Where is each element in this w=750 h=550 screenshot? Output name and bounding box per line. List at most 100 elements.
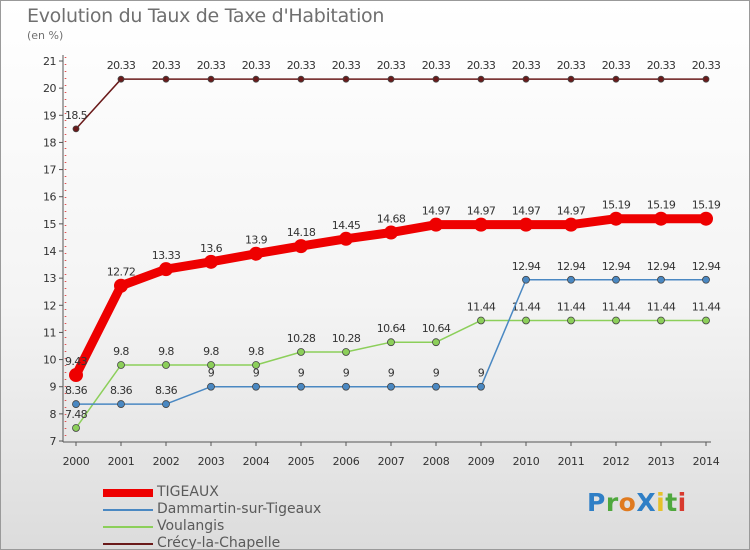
- y-tick-label: 9: [50, 381, 57, 394]
- y-tick-label: 15: [43, 218, 56, 231]
- data-label-voulangis: 10.28: [332, 332, 361, 345]
- data-point-dammartin-sur-tigeaux: [702, 275, 710, 284]
- data-label-dammartin-sur-tigeaux: 12.94: [557, 260, 586, 273]
- data-point-voulangis: [117, 361, 125, 369]
- x-tick-label: 2008: [423, 455, 450, 468]
- data-point-cr-cy-la-chapelle: [297, 75, 305, 83]
- series-line-cr-cy-la-chapelle: [75, 78, 707, 130]
- y-tick-label: 11: [43, 326, 56, 339]
- data-label-tigeaux: 15.19: [692, 199, 721, 212]
- data-label-dammartin-sur-tigeaux: 9: [388, 367, 395, 380]
- data-point-voulangis: [207, 361, 215, 369]
- y-tick-label: 19: [43, 109, 56, 122]
- data-label-voulangis: 11.44: [602, 300, 631, 313]
- data-point-cr-cy-la-chapelle: [657, 75, 665, 83]
- x-tick-label: 2006: [333, 455, 360, 468]
- data-point-cr-cy-la-chapelle: [342, 75, 350, 83]
- logo-letter: X: [636, 488, 657, 517]
- data-point-cr-cy-la-chapelle: [702, 75, 710, 83]
- chart-title: Evolution du Taux de Taxe d'Habitation: [27, 5, 385, 27]
- data-point-cr-cy-la-chapelle: [522, 75, 530, 83]
- data-label-cr-cy-la-chapelle: 20.33: [422, 59, 451, 72]
- data-label-voulangis: 10.28: [287, 332, 316, 345]
- legend-label: TIGEAUX: [157, 484, 219, 500]
- data-point-voulangis: [657, 316, 665, 325]
- data-point-voulangis: [162, 361, 170, 369]
- data-label-dammartin-sur-tigeaux: 8.36: [110, 384, 133, 397]
- data-point-tigeaux: [294, 239, 308, 254]
- data-label-dammartin-sur-tigeaux: 9: [298, 367, 305, 380]
- data-label-dammartin-sur-tigeaux: 12.94: [692, 260, 721, 273]
- data-point-cr-cy-la-chapelle: [387, 75, 395, 83]
- data-label-cr-cy-la-chapelle: 18.5: [65, 109, 88, 122]
- data-point-dammartin-sur-tigeaux: [252, 382, 260, 391]
- data-label-cr-cy-la-chapelle: 20.33: [467, 59, 496, 72]
- data-label-voulangis: 11.44: [512, 300, 541, 313]
- data-point-voulangis: [432, 338, 440, 347]
- data-point-dammartin-sur-tigeaux: [657, 275, 665, 284]
- data-label-voulangis: 7.48: [65, 408, 88, 421]
- data-point-dammartin-sur-tigeaux: [477, 382, 485, 391]
- data-point-voulangis: [702, 316, 710, 325]
- y-tick-label: 13: [43, 272, 56, 285]
- data-point-cr-cy-la-chapelle: [612, 75, 620, 83]
- data-label-tigeaux: 14.97: [512, 205, 541, 218]
- data-point-tigeaux: [339, 231, 353, 246]
- data-point-dammartin-sur-tigeaux: [207, 382, 215, 391]
- data-point-cr-cy-la-chapelle: [162, 75, 170, 83]
- data-label-voulangis: 9.8: [203, 345, 219, 358]
- y-tick-label: 8: [50, 408, 57, 421]
- data-label-tigeaux: 14.68: [377, 213, 406, 226]
- data-label-cr-cy-la-chapelle: 20.33: [377, 59, 406, 72]
- data-label-cr-cy-la-chapelle: 20.33: [332, 59, 361, 72]
- data-point-dammartin-sur-tigeaux: [612, 275, 620, 284]
- data-label-cr-cy-la-chapelle: 20.33: [602, 59, 631, 72]
- data-point-cr-cy-la-chapelle: [432, 75, 440, 83]
- chart-subtitle: (en %): [27, 29, 64, 42]
- x-tick-label: 2009: [468, 455, 495, 468]
- logo-letter: r: [605, 488, 619, 517]
- data-label-voulangis: 11.44: [557, 300, 586, 313]
- legend-swatch: [103, 526, 153, 528]
- data-label-tigeaux: 13.33: [152, 249, 181, 262]
- data-point-tigeaux: [429, 217, 443, 232]
- data-point-dammartin-sur-tigeaux: [117, 400, 125, 408]
- data-point-cr-cy-la-chapelle: [252, 75, 260, 83]
- data-label-tigeaux: 13.6: [200, 242, 223, 255]
- data-label-dammartin-sur-tigeaux: 12.94: [512, 260, 541, 273]
- data-point-voulangis: [342, 348, 350, 356]
- data-point-dammartin-sur-tigeaux: [342, 382, 350, 391]
- data-label-dammartin-sur-tigeaux: 12.94: [602, 260, 631, 273]
- data-label-voulangis: 11.44: [467, 300, 496, 313]
- logo-letter: i: [656, 488, 666, 517]
- x-tick-label: 2014: [693, 455, 720, 468]
- y-tick-label: 12: [43, 299, 56, 312]
- data-label-tigeaux: 9.43: [65, 355, 88, 368]
- data-label-cr-cy-la-chapelle: 20.33: [512, 59, 541, 72]
- data-label-cr-cy-la-chapelle: 20.33: [287, 59, 316, 72]
- data-point-tigeaux: [204, 254, 218, 269]
- data-point-cr-cy-la-chapelle: [207, 75, 215, 83]
- data-label-tigeaux: 14.97: [422, 205, 451, 218]
- logo-letter: i: [677, 488, 687, 517]
- y-tick-label: 7: [50, 435, 57, 448]
- y-tick-label: 18: [43, 136, 56, 149]
- data-label-cr-cy-la-chapelle: 20.33: [647, 59, 676, 72]
- x-tick-label: 2012: [603, 455, 630, 468]
- x-tick-label: 2001: [108, 455, 135, 468]
- data-label-tigeaux: 14.45: [332, 219, 361, 232]
- x-tick-label: 2013: [648, 455, 675, 468]
- legend-swatch: [103, 489, 153, 497]
- data-label-dammartin-sur-tigeaux: 8.36: [65, 384, 88, 397]
- data-point-cr-cy-la-chapelle: [117, 75, 125, 83]
- logo-letter: o: [618, 488, 637, 517]
- data-point-voulangis: [612, 316, 620, 325]
- logo-letter: t: [665, 488, 678, 517]
- legend-swatch: [103, 509, 153, 511]
- data-point-dammartin-sur-tigeaux: [522, 275, 530, 284]
- data-point-tigeaux: [474, 217, 488, 232]
- data-label-tigeaux: 14.18: [287, 226, 316, 239]
- x-tick-label: 2004: [243, 455, 270, 468]
